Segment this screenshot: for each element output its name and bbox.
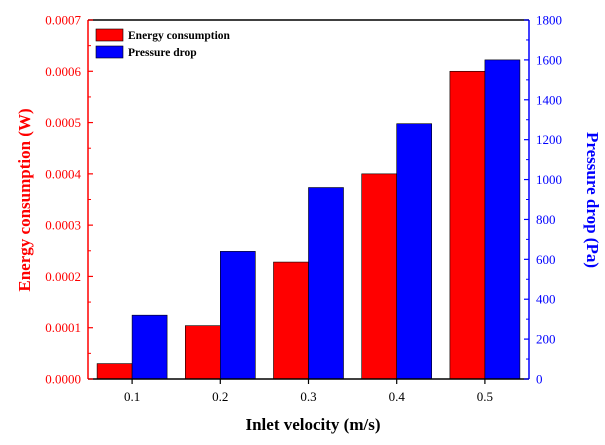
right-y-axis-title: Pressure drop (Pa) [583, 132, 602, 268]
left-y-tick-label: 0.0001 [45, 320, 81, 335]
left-y-tick-label: 0.0006 [45, 64, 81, 79]
right-y-tick-label: 1800 [536, 13, 562, 28]
pressure-bar-0.4 [396, 123, 433, 380]
x-tick-label: 0.5 [477, 389, 493, 404]
right-y-tick-label: 800 [536, 212, 556, 227]
energy-bar-0.1 [96, 363, 133, 380]
pressure-bar-0.3 [308, 187, 344, 380]
pressure-bar-0.1 [131, 314, 168, 380]
left-y-tick-label: 0.0003 [45, 218, 81, 233]
energy-bar-0.4 [361, 173, 398, 380]
legend: Energy consumption Pressure drop [95, 28, 231, 59]
legend-label: Energy consumption [128, 30, 231, 42]
x-tick-label: 0.1 [124, 389, 140, 404]
left-y-tick-label: 0.0000 [45, 372, 81, 387]
left-y-tick-label: 0.0004 [45, 166, 81, 181]
right-y-tick-label: 0 [536, 372, 543, 387]
x-tick-label: 0.2 [212, 389, 228, 404]
x-tick-label: 0.3 [300, 389, 316, 404]
left-y-tick-label: 0.0007 [45, 13, 81, 28]
left-y-tick-label: 0.0005 [45, 115, 81, 130]
right-y-tick-label: 600 [536, 252, 556, 267]
right-y-tick-label: 200 [536, 332, 556, 347]
left-y-tick-label: 0.0002 [45, 269, 81, 284]
energy-bar-0.2 [185, 325, 221, 380]
right-y-tick-label: 1600 [536, 52, 562, 67]
axes-group: 0.0000 0.0001 0.0002 0.0003 0.0004 0.0005 0.00… [45, 13, 562, 405]
right-y-tick-label: 1200 [536, 132, 562, 147]
right-y-tick-label: 1400 [536, 92, 562, 107]
energy-bar-0.5 [449, 70, 486, 380]
pressure-bar-0.5 [484, 59, 521, 380]
bars-group [96, 59, 521, 380]
legend-swatch [95, 45, 124, 59]
left-y-axis-title: Energy consumption (W) [15, 108, 34, 291]
pressure-bar-0.2 [220, 251, 256, 380]
energy-bar-0.3 [273, 261, 309, 380]
right-y-tick-label: 400 [536, 292, 556, 307]
right-y-tick-label: 1000 [536, 172, 562, 187]
legend-swatch [95, 28, 124, 42]
legend-label: Pressure drop [128, 47, 197, 59]
x-axis-title: Inlet velocity (m/s) [245, 415, 380, 434]
x-tick-label: 0.4 [389, 389, 406, 404]
